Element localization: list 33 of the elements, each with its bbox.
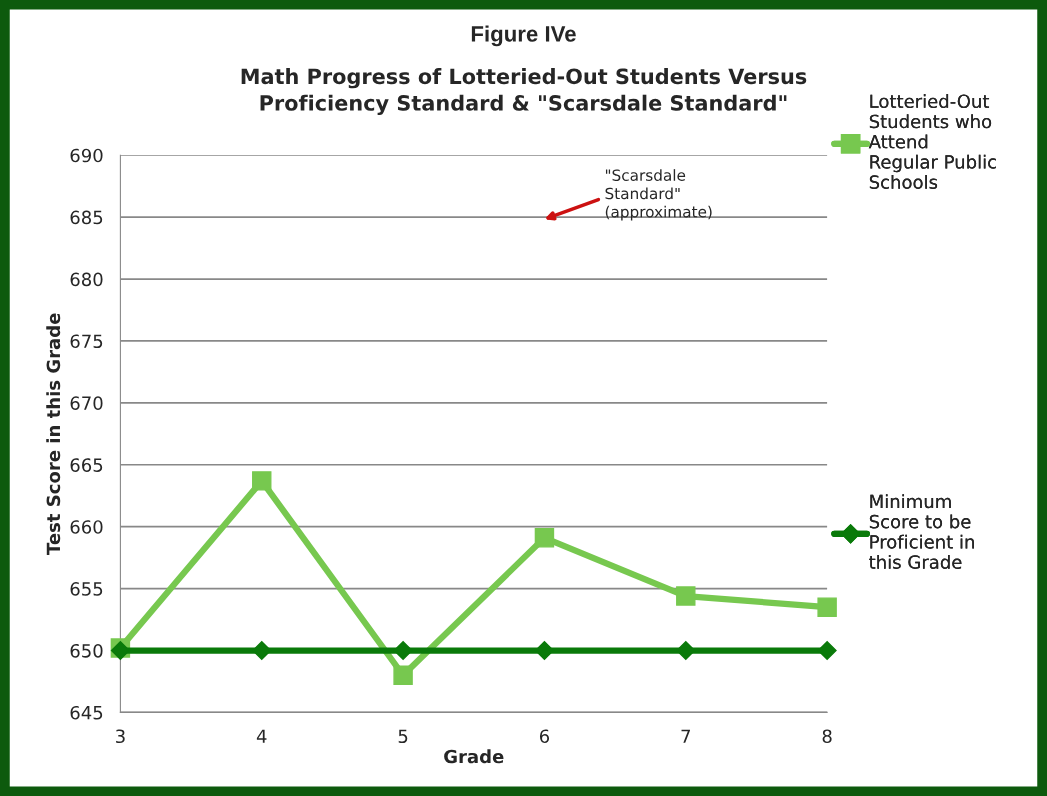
- y-axis-title: Test Score in this Grade: [46, 313, 61, 555]
- y-tick-label: 645: [70, 705, 103, 720]
- y-tick-label: 660: [70, 520, 103, 534]
- chart-subtitle: Math Progress of Lotteried-Out Students Versus Proficiency Standard & "Scarsdale Standard": [241, 68, 807, 116]
- x-tick-label: 6: [539, 729, 550, 744]
- y-tick-label: 665: [70, 458, 103, 472]
- x-tick-label: 5: [398, 729, 408, 744]
- y-tick-label: 675: [70, 334, 103, 349]
- legend-label: Lotteried-Out Students who Attend Regular Public Schools: [868, 94, 996, 189]
- point: [534, 528, 555, 548]
- point: [393, 640, 413, 661]
- point: [817, 597, 837, 617]
- point: [252, 471, 272, 491]
- y-tick-label: 655: [70, 582, 103, 596]
- y-tick-label: 670: [70, 396, 103, 410]
- point: [676, 640, 696, 661]
- x-axis-title: Grade: [444, 749, 504, 764]
- chart-title: Figure IVe: [471, 25, 576, 47]
- x-tick-label: 7: [681, 729, 690, 743]
- y-tick-label: 650: [70, 643, 103, 658]
- y-tick-label: 680: [70, 272, 103, 287]
- x-tick-label: 3: [116, 729, 125, 744]
- legend-label: Minimum Score to be Proficient in this Grade: [869, 494, 974, 569]
- point: [534, 640, 554, 661]
- x-tick-label: 4: [256, 729, 267, 743]
- x-tick-label: 8: [822, 729, 832, 744]
- y-tick-label: 685: [70, 210, 103, 225]
- point: [252, 640, 272, 661]
- y-tick-label: 690: [70, 148, 103, 163]
- annotation: "Scarsdale Standard" (approximate): [605, 169, 712, 221]
- point: [676, 586, 696, 606]
- point: [817, 640, 837, 661]
- point: [393, 665, 413, 685]
